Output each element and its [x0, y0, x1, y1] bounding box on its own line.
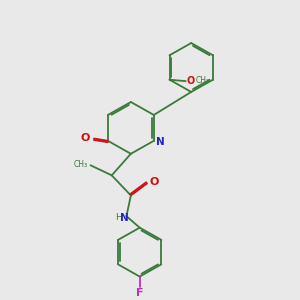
Text: F: F	[136, 288, 143, 298]
Text: O: O	[187, 76, 195, 85]
Text: O: O	[149, 177, 159, 187]
Text: CH₃: CH₃	[74, 160, 88, 169]
Text: N: N	[156, 137, 165, 147]
Text: H: H	[115, 213, 122, 222]
Text: CH₃: CH₃	[196, 76, 210, 85]
Text: O: O	[81, 133, 90, 143]
Text: N: N	[120, 213, 128, 223]
